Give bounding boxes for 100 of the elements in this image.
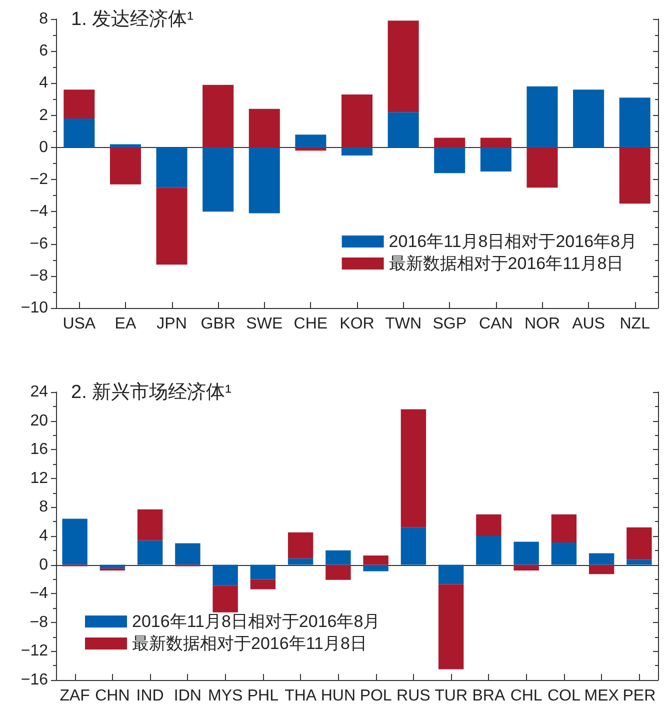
bar [514,564,539,571]
bar [619,147,650,204]
x-tick-label: SGP [432,316,467,332]
x-tick-label: HUN [320,688,356,704]
bar [551,542,577,565]
bar [363,564,388,572]
x-tick-label: JPN [156,316,187,332]
bar [573,90,604,148]
y-tick-label: 2 [39,106,48,124]
bar [156,147,188,188]
y-tick-label: −4 [30,585,48,602]
bar [626,560,652,565]
bar [434,138,466,148]
bar [64,118,95,148]
x-tick-label: THA [284,688,317,704]
x-tick-label: KOR [340,316,374,332]
y-tick-label: −10 [20,300,48,316]
x-tick-label: TWN [385,316,422,332]
y-tick-label: 0 [39,138,48,156]
y-tick-label: −4 [30,203,48,220]
bar [480,138,512,148]
x-tick-label: AUS [572,316,605,332]
x-tick-label: IDN [174,688,202,704]
y-tick-label: −6 [30,235,48,252]
bar [388,112,419,148]
bar [400,409,426,528]
y-tick-label: 24 [30,384,48,400]
y-tick-label: −12 [20,642,48,660]
bar [250,579,276,590]
bar [248,147,280,214]
bar [400,527,426,565]
bar [288,532,314,558]
x-tick-label: IND [136,688,164,704]
x-tick-label: TUR [434,688,468,704]
bar [514,542,539,565]
bar [476,514,502,536]
bar [551,514,577,542]
chart-title: 2. 新兴市场经济体¹ [71,381,232,403]
bar [110,147,141,184]
x-tick-label: CHE [294,316,328,332]
y-tick-label: −8 [30,267,48,284]
bar [476,536,502,565]
bar [202,84,234,148]
x-tick-label: MEX [584,688,620,704]
y-tick-label: 8 [39,10,48,28]
bar [326,550,351,565]
legend-label: 最新数据相对于2016年11月8日 [388,254,624,273]
x-tick-label: GBR [200,316,236,332]
bar [326,564,351,580]
bar [202,147,234,212]
y-tick-label: −2 [30,171,48,188]
y-tick-label: −8 [30,614,48,631]
x-tick-label: NZL [620,316,650,332]
bar [137,509,163,540]
bar [438,564,464,584]
bar [388,20,419,112]
y-tick-label: 4 [39,74,48,92]
bar [588,564,614,574]
x-tick-label: NOR [524,316,560,332]
x-tick-label: CHN [95,688,130,704]
x-tick-label: RUS [396,688,430,704]
x-tick-label: SWE [246,316,283,332]
bar [248,108,280,148]
legend-label: 2016年11月8日相对于2016年8月 [132,612,380,631]
y-tick-label: −16 [20,672,48,688]
x-tick-label: USA [62,316,96,332]
bar [100,564,126,568]
bar [250,564,276,580]
x-tick-label: EA [114,316,136,332]
bar [588,553,614,565]
bar [175,543,200,565]
bar [438,584,464,670]
y-tick-label: 8 [39,498,48,516]
legend-label: 最新数据相对于2016年11月8日 [132,634,367,653]
bar [212,586,238,612]
bar [526,86,558,148]
x-tick-label: PER [622,688,656,704]
bar [341,147,373,156]
x-tick-label: CHL [510,688,542,704]
bar [212,564,238,586]
bar [341,94,373,148]
bar [64,90,95,119]
bar [626,527,652,560]
chart-title: 1. 发达经济体¹ [71,8,194,30]
bar [156,188,188,265]
y-tick-label: 12 [30,470,48,487]
bar [62,518,88,565]
x-tick-label: ZAF [60,688,90,704]
bar [619,98,650,148]
bar [480,147,512,172]
x-tick-label: POL [360,688,392,704]
x-tick-label: PHL [247,688,279,704]
y-tick-label: 6 [39,42,48,60]
legend-label: 2016年11月8日相对于2016年8月 [388,232,638,251]
bar [434,147,466,174]
y-tick-label: 4 [39,528,48,544]
bar [100,568,126,571]
x-tick-label: CAN [479,316,513,332]
bar [288,558,314,565]
bar [137,540,163,565]
